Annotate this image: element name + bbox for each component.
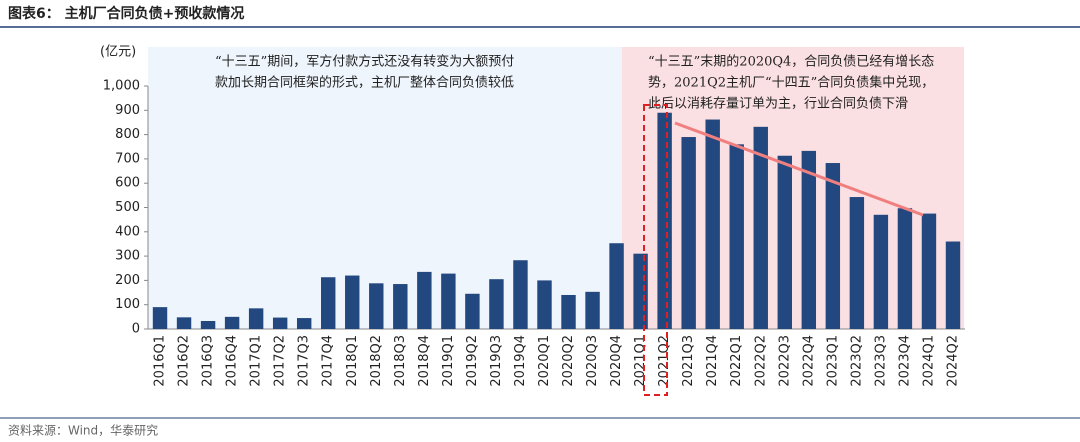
x-tick-label: 2018Q2	[369, 335, 384, 387]
bar	[633, 253, 648, 329]
x-tick-label: 2016Q3	[201, 335, 216, 387]
bar	[705, 119, 720, 329]
bar	[609, 243, 624, 329]
bar	[224, 316, 240, 329]
trend-line	[674, 121, 924, 217]
x-tick-label: 2024Q2	[945, 335, 960, 387]
x-tick-label: 2024Q1	[921, 335, 936, 387]
y-tick-label: 400	[115, 224, 140, 239]
annotation: 款加长期合同框架的形式，主机厂整体合同负债较低	[215, 75, 514, 91]
y-tick-label: 100	[115, 297, 140, 312]
x-tick-label: 2019Q3	[489, 335, 504, 387]
x-tick-label: 2017Q2	[273, 335, 288, 387]
x-tick-label: 2023Q2	[849, 335, 864, 387]
y-tick-label: 0	[132, 322, 140, 337]
bar	[681, 137, 696, 329]
x-tick-label: 2023Q3	[873, 335, 888, 387]
bar	[753, 126, 768, 329]
bar	[200, 320, 216, 329]
bar	[393, 284, 408, 329]
bar	[513, 260, 528, 329]
x-tick-label: 2022Q3	[777, 335, 792, 387]
y-tick-label: 200	[115, 273, 140, 288]
x-tick-label: 2016Q1	[153, 335, 168, 387]
bar	[801, 150, 817, 329]
bar	[272, 317, 288, 329]
bar	[585, 291, 600, 329]
bar	[657, 112, 672, 329]
x-tick-label: 2021Q4	[705, 335, 720, 387]
bar	[825, 163, 841, 329]
bar	[369, 283, 384, 329]
x-tick-label: 2021Q1	[633, 335, 648, 387]
y-tick-label: 500	[115, 200, 140, 215]
x-tick-label: 2022Q1	[729, 335, 744, 387]
bar	[321, 277, 336, 329]
x-tick-label: 2018Q3	[393, 335, 408, 387]
y-tick-label: 900	[115, 103, 140, 118]
bar	[849, 197, 865, 329]
x-tick-label: 2021Q2	[657, 335, 672, 387]
x-tick-label: 2017Q1	[249, 335, 264, 387]
x-tick-label: 2019Q2	[465, 335, 480, 387]
annotation: “十三五”期间，军方付款方式还没有转变为大额预付	[215, 54, 514, 70]
y-tick-label: 600	[115, 176, 140, 191]
x-tick-label: 2019Q4	[513, 335, 528, 387]
x-tick-label: 2022Q2	[753, 335, 768, 387]
bar	[248, 308, 264, 329]
x-tick-label: 2021Q3	[681, 335, 696, 387]
highlight-box	[643, 104, 668, 396]
source: 资料来源：Wind，华泰研究	[8, 423, 158, 438]
x-tick-label: 2016Q2	[177, 335, 192, 387]
chart-title: 图表6： 主机厂合同负债+预收款情况	[8, 5, 244, 22]
annotation: 此后以消耗存量订单为主，行业合同负债下滑	[648, 97, 908, 112]
bar	[921, 213, 937, 329]
bar	[296, 318, 312, 329]
y-tick-label: 1,000	[103, 79, 140, 94]
bar	[417, 271, 432, 329]
x-tick-label: 2016Q4	[225, 335, 240, 387]
bar	[152, 307, 168, 329]
x-tick-label: 2023Q4	[897, 335, 912, 387]
x-tick-label: 2020Q1	[537, 335, 552, 387]
bar	[945, 241, 961, 329]
bar	[729, 144, 744, 329]
bar	[777, 155, 792, 329]
x-tick-label: 2018Q1	[345, 335, 360, 387]
bar	[873, 214, 889, 329]
bar	[489, 279, 504, 329]
y-tick-label: 800	[115, 127, 140, 142]
annotation: 势，2021Q2主机厂“十四五”合同负债集中兑现，	[648, 75, 934, 91]
bar	[561, 294, 576, 329]
bar	[537, 280, 552, 329]
x-tick-label: 2023Q1	[825, 335, 840, 387]
x-tick-label: 2018Q4	[417, 335, 432, 387]
x-tick-label: 2020Q2	[561, 335, 576, 387]
bar	[441, 273, 456, 329]
bar	[465, 293, 480, 329]
bar	[897, 208, 913, 329]
x-tick-label: 2017Q4	[321, 335, 336, 387]
y-unit: (亿元)	[100, 45, 136, 60]
y-tick-label: 300	[115, 249, 140, 264]
bar	[176, 317, 192, 329]
x-tick-label: 2020Q3	[585, 335, 600, 387]
x-tick-label: 2020Q4	[609, 335, 624, 387]
x-tick-label: 2022Q4	[801, 335, 816, 387]
x-tick-label: 2019Q1	[441, 335, 456, 387]
annotation: “十三五”末期的2020Q4，合同负债已经有增长态	[648, 54, 934, 70]
y-tick-label: 700	[115, 151, 140, 166]
x-tick-label: 2017Q3	[297, 335, 312, 387]
bar	[345, 275, 360, 329]
